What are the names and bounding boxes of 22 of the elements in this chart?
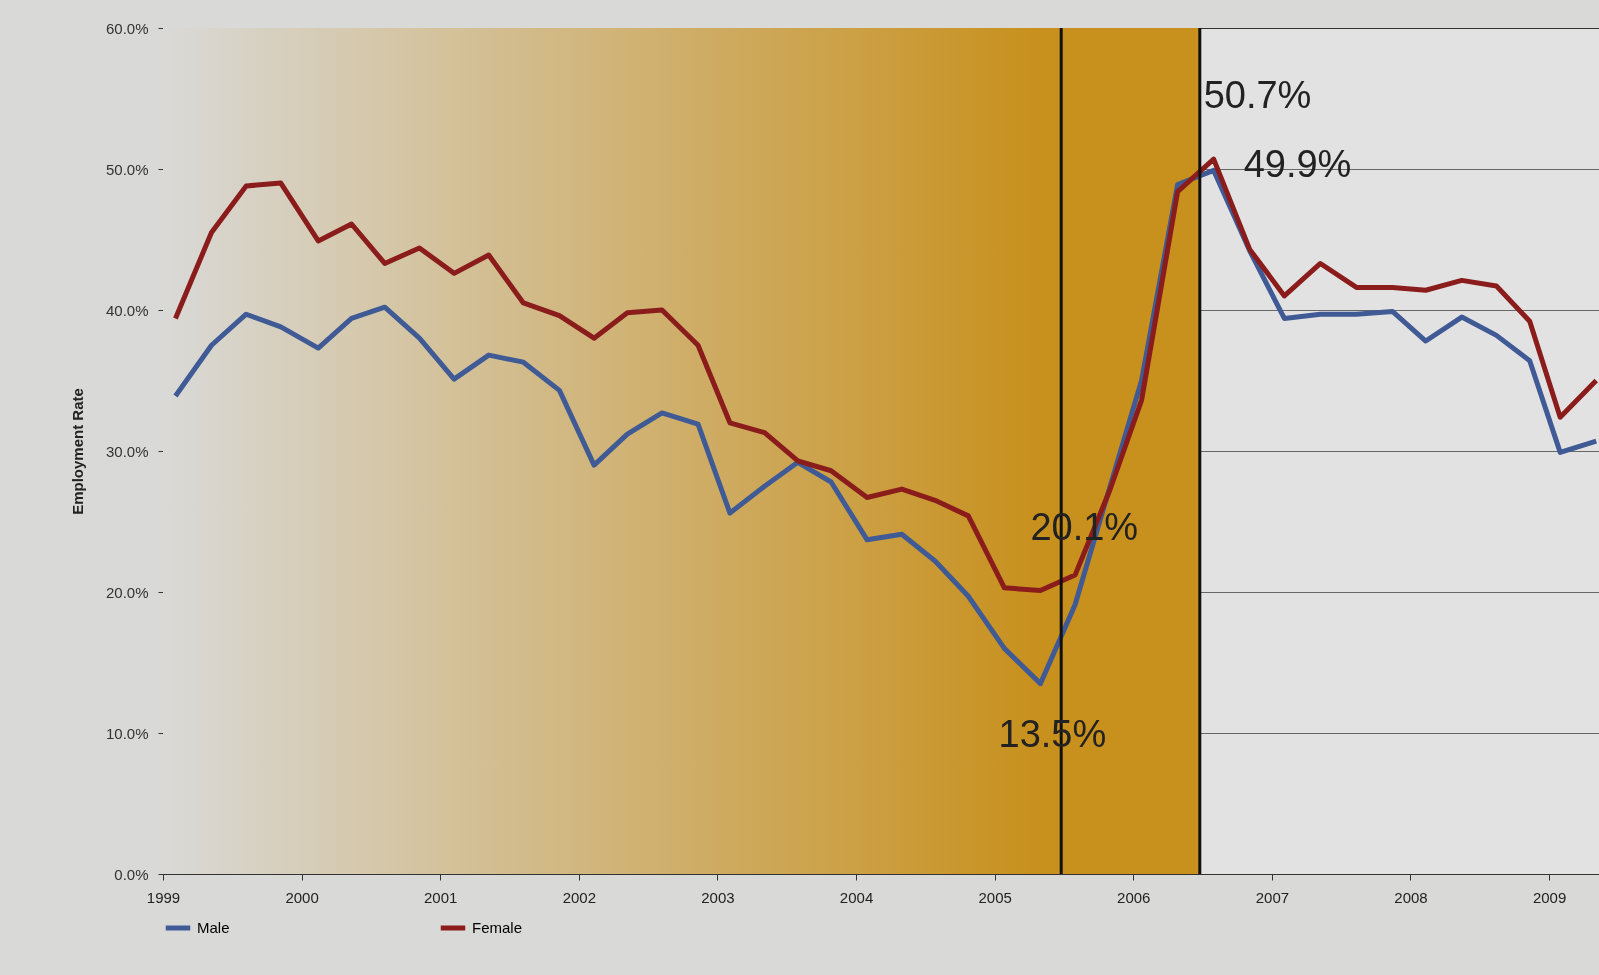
y-tick-label: 20.0% [105,583,149,601]
x-tick-label: 2006 [1117,888,1151,906]
y-tick-label: 10.0% [105,724,149,742]
legend-label: Male [197,919,230,936]
y-tick-label: 50.0% [105,160,149,178]
x-tick-label: 2007 [1255,888,1290,906]
y-axis-title: Employment Rate [68,388,86,515]
x-tick-label: 2001 [424,888,458,906]
y-tick-label: 0.0% [114,865,149,883]
x-tick-label: 2003 [701,888,735,906]
legend-label: Female [472,919,523,936]
x-tick-label: 2008 [1394,888,1428,906]
data-label: 50.7% [1203,74,1312,117]
x-tick-label: 1999 [146,888,181,906]
y-tick-label: 60.0% [105,19,149,37]
x-tick-label: 2002 [562,888,597,906]
x-tick-label: 2009 [1532,888,1567,906]
x-tick-label: 2004 [839,888,874,906]
x-tick-label: 2000 [285,888,319,906]
x-tick-label: 2005 [978,888,1012,906]
y-tick-label: 40.0% [105,301,149,319]
y-tick-label: 30.0% [105,442,149,460]
